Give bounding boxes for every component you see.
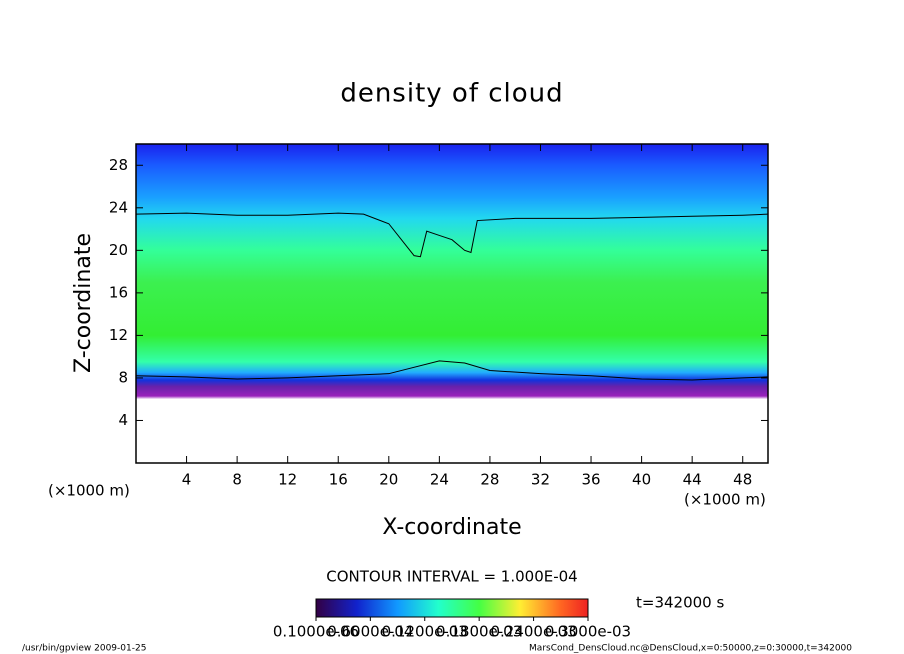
y-unit: (×1000 m) [48,482,130,500]
x-unit: (×1000 m) [684,491,766,509]
y-tick-label: 12 [109,326,128,344]
x-tick-label: 4 [182,471,192,489]
x-tick-label: 16 [329,471,348,489]
contour-line [135,360,769,381]
contour-interval: CONTOUR INTERVAL = 1.000E-04 [326,568,577,586]
colorbar [315,598,589,618]
x-tick-label: 28 [480,471,499,489]
y-tick-label: 4 [118,411,128,429]
x-tick-label: 44 [683,471,702,489]
x-tick-label: 48 [733,471,752,489]
colorbar-label: 0.1000e-06 [273,623,359,641]
plot-frame [135,143,769,464]
x-tick-label: 36 [581,471,600,489]
chart-title: density of cloud [340,79,563,109]
y-axis-label: Z-coordinate [71,233,96,373]
y-tick-label: 8 [118,368,128,386]
x-tick-label: 12 [278,471,297,489]
y-tick-label: 20 [109,241,128,259]
colorbar-label: 0.6000e-04 [327,623,413,641]
footer-right: MarsCond_DensCloud.nc@DensCloud,x=0:5000… [529,644,852,654]
colorbar-label: 0.1200e-03 [382,623,468,641]
y-tick-label: 28 [109,156,128,174]
colorbar-label: 0.3000e-03 [545,623,631,641]
time-label: t=342000 s [636,594,724,612]
x-tick-label: 8 [232,471,242,489]
colorbar-label: 0.1800e-03 [436,623,522,641]
density-field [136,144,768,463]
contour-line [135,212,769,258]
x-tick-label: 24 [430,471,449,489]
plot-area [135,212,769,381]
footer-left: /usr/bin/gpview 2009-01-25 [22,644,146,654]
x-tick-label: 20 [379,471,398,489]
y-tick-label: 24 [109,198,128,216]
x-axis-label: X-coordinate [382,515,521,540]
x-tick-label: 32 [531,471,550,489]
colorbar-label: 0.2400e-03 [490,623,576,641]
y-tick-label: 16 [109,283,128,301]
x-tick-label: 40 [632,471,651,489]
